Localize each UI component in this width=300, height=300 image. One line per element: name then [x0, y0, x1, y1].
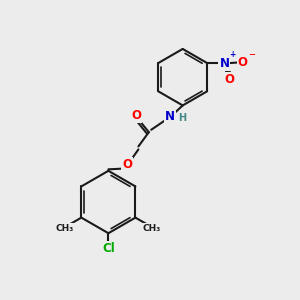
Text: O: O [225, 73, 235, 86]
Text: −: − [248, 50, 256, 59]
Text: N: N [165, 110, 175, 123]
Text: CH₃: CH₃ [143, 224, 161, 233]
Text: O: O [131, 109, 141, 122]
Text: H: H [178, 113, 187, 123]
Text: O: O [238, 56, 248, 69]
Text: CH₃: CH₃ [56, 224, 74, 233]
Text: Cl: Cl [102, 242, 115, 255]
Text: O: O [122, 158, 132, 171]
Text: N: N [219, 57, 230, 70]
Text: +: + [230, 50, 236, 59]
